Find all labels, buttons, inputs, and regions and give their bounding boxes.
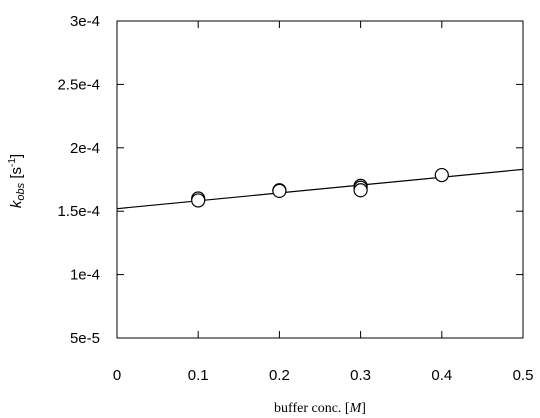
data-point xyxy=(272,183,287,199)
x-tick-label: 0.3 xyxy=(350,367,371,384)
x-tick-label: 0.5 xyxy=(513,367,534,384)
y-tick-label: 1.5e-4 xyxy=(57,203,100,220)
data-point xyxy=(191,193,206,208)
x-tick-label: 0.4 xyxy=(431,367,452,384)
x-axis-label: buffer conc. [M] xyxy=(274,401,366,416)
x-axis-ticks: 0 0.1 0.2 0.3 0.4 0.5 xyxy=(113,21,534,384)
y-tick-label: 1e-4 xyxy=(70,267,100,284)
fit-line xyxy=(116,168,524,210)
y-axis-ticks: 5e-5 1e-4 1.5e-4 2e-4 2.5e-4 3e-4 xyxy=(57,13,523,347)
y-tick-label: 2.5e-4 xyxy=(57,76,100,93)
y-tick-label: 5e-5 xyxy=(70,330,100,347)
y-tick-label: 3e-4 xyxy=(70,13,100,30)
fit-line-group xyxy=(116,168,524,210)
x-tick-label: 0.1 xyxy=(188,367,209,384)
data-point xyxy=(353,183,368,198)
x-tick-label: 0.2 xyxy=(269,367,290,384)
y-tick-label: 2e-4 xyxy=(70,140,100,157)
x-tick-label: 0 xyxy=(113,367,121,384)
plot-frame xyxy=(116,20,524,339)
data-point xyxy=(434,167,449,183)
y-axis-label: kobs [s-1] xyxy=(7,154,27,208)
data-points-group xyxy=(191,167,449,208)
